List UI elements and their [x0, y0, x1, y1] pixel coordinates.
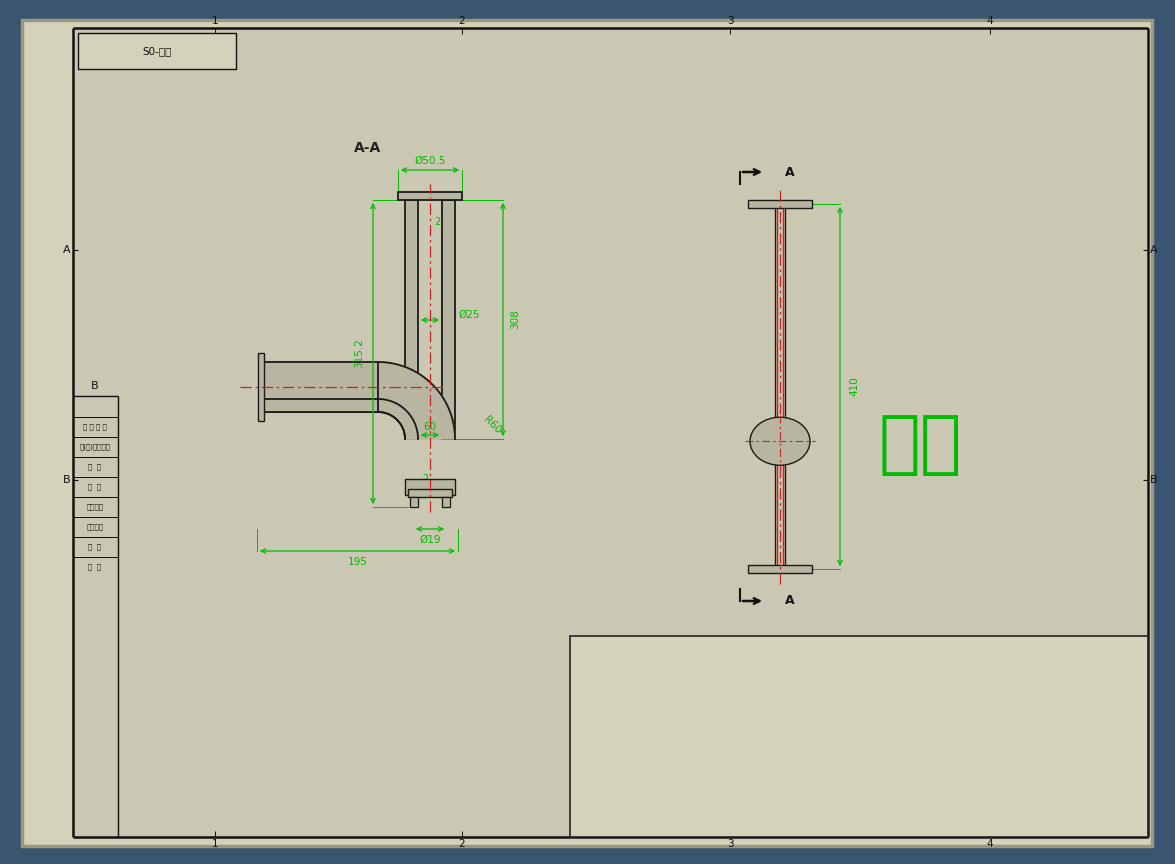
- Text: 更 改 记 号: 更 改 记 号: [83, 423, 107, 429]
- Bar: [405, 200, 418, 439]
- Text: S0-图区: S0-图区: [142, 46, 172, 56]
- Bar: [410, 497, 418, 507]
- Text: 脱气管: 脱气管: [1018, 653, 1040, 666]
- Text: 2: 2: [434, 217, 441, 227]
- Bar: [408, 489, 452, 497]
- Text: Ø19: Ø19: [419, 535, 441, 545]
- Text: 描校: 描校: [955, 822, 965, 831]
- Text: 315.2: 315.2: [354, 339, 364, 368]
- Bar: [260, 399, 378, 412]
- Text: Ø25: Ø25: [458, 310, 479, 320]
- Polygon shape: [378, 399, 418, 439]
- Text: 4: 4: [987, 839, 993, 849]
- Text: S1041B: S1041B: [721, 645, 759, 655]
- Bar: [748, 200, 812, 208]
- Text: 3: 3: [726, 16, 733, 26]
- Text: 签  字: 签 字: [88, 543, 101, 550]
- Bar: [748, 565, 812, 573]
- Text: 配焊: 配焊: [878, 410, 962, 478]
- Bar: [260, 362, 378, 412]
- Text: A: A: [785, 594, 794, 607]
- Bar: [398, 192, 462, 200]
- Text: 更(换)图样登记: 更(换)图样登记: [80, 443, 110, 450]
- Text: 2: 2: [422, 474, 428, 484]
- Bar: [442, 497, 450, 507]
- Bar: [442, 200, 455, 439]
- Bar: [405, 479, 455, 495]
- Text: A: A: [63, 245, 70, 255]
- Text: A: A: [1150, 245, 1157, 255]
- Text: 工艺: 工艺: [711, 728, 720, 737]
- Text: 2: 2: [458, 16, 465, 26]
- Text: 1: 1: [212, 16, 219, 26]
- Text: 主管设计: 主管设计: [583, 754, 602, 763]
- Text: 60: 60: [423, 422, 437, 432]
- Text: 底图总号: 底图总号: [87, 524, 103, 530]
- Text: 底  图: 底 图: [88, 463, 101, 470]
- Ellipse shape: [750, 417, 810, 465]
- Polygon shape: [378, 362, 455, 439]
- Text: 1: 1: [212, 839, 219, 849]
- Ellipse shape: [756, 422, 805, 461]
- Text: DX-45: DX-45: [1012, 776, 1046, 786]
- Text: 批准: 批准: [588, 779, 597, 788]
- Bar: [776, 204, 785, 569]
- Text: 共1张  共1张  版本  图纸: 共1张 共1张 版本 图纸: [712, 823, 768, 829]
- Text: 标记  处数  分区  更改文件号  签名  年 月 日: 标记 处数 分区 更改文件号 签名 年 月 日: [612, 676, 707, 683]
- Bar: [570, 636, 1148, 837]
- Text: 底  板: 底 板: [88, 483, 101, 490]
- Text: B: B: [92, 381, 99, 391]
- Text: 2: 2: [458, 839, 465, 849]
- Bar: [260, 399, 378, 412]
- Text: 4: 4: [987, 16, 993, 26]
- Text: 410: 410: [850, 377, 859, 397]
- Text: B: B: [63, 475, 70, 485]
- Text: 1: 1: [798, 728, 803, 737]
- Text: 195: 195: [348, 557, 368, 567]
- Polygon shape: [378, 399, 418, 439]
- Text: A-A: A-A: [355, 141, 382, 155]
- Text: 图幅     质量     重量     比例: 图幅 质量 重量 比例: [797, 676, 864, 683]
- Text: 日  期: 日 期: [88, 563, 101, 569]
- Text: A: A: [785, 166, 794, 179]
- Text: R60: R60: [482, 415, 503, 435]
- Text: 3: 3: [726, 839, 733, 849]
- Text: B: B: [1150, 475, 1157, 485]
- Text: Ø50.5: Ø50.5: [415, 156, 445, 166]
- Text: 1.045: 1.045: [831, 728, 854, 737]
- Text: 308: 308: [510, 309, 521, 329]
- Text: 标图总号: 标图总号: [87, 503, 103, 510]
- Text: A5: A5: [759, 728, 771, 737]
- Text: 标准化: 标准化: [709, 702, 723, 711]
- Bar: [258, 353, 264, 421]
- Text: 校核: 校核: [588, 728, 597, 737]
- Ellipse shape: [760, 425, 800, 457]
- Bar: [78, 33, 236, 69]
- Text: 设计: 设计: [588, 702, 597, 711]
- Bar: [418, 200, 442, 439]
- Text: 审核: 审核: [711, 754, 720, 763]
- Text: 1:5: 1:5: [873, 728, 887, 737]
